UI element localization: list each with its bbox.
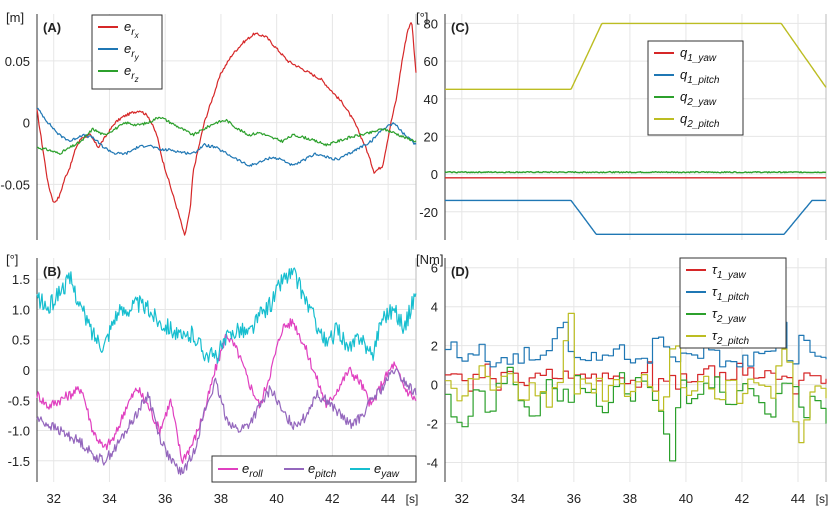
y-tick-label: 0 bbox=[431, 167, 438, 182]
panel-C: 80 60 40 20 0 -20 [°] (C) q1_yaw q1_pitch q2_yaw q2… bbox=[416, 10, 827, 240]
x-tick-label: 40 bbox=[269, 491, 283, 506]
legend-label-q1_yaw: q1_yaw bbox=[680, 45, 717, 64]
legend-label-e_pitch: epitch bbox=[308, 461, 337, 480]
unit-label: [m] bbox=[6, 10, 24, 25]
x-tick-label: 32 bbox=[46, 491, 60, 506]
x-unit-label: [s] bbox=[406, 492, 419, 506]
y-tick-label: 0 bbox=[23, 363, 30, 378]
legend-label-q2_pitch: q2_pitch bbox=[680, 111, 720, 130]
x-tick-label: 42 bbox=[325, 491, 339, 506]
series-line-q1_pitch bbox=[445, 199, 826, 235]
legend-label-e_rz: erz bbox=[124, 63, 139, 84]
x-unit-label: [s] bbox=[816, 492, 829, 506]
legend-label-e_roll: eroll bbox=[242, 461, 263, 480]
series-line-q2_pitch bbox=[445, 22, 827, 90]
x-tick-label: 34 bbox=[102, 491, 116, 506]
legend-label-e_rx: erx bbox=[124, 19, 140, 40]
x-tick-label: 34 bbox=[511, 491, 525, 506]
legend-D: τ1_yaw τ1_pitch τ2_yaw τ2_pitch bbox=[679, 257, 787, 349]
series-line-e_ry bbox=[36, 107, 417, 167]
y-tick-label: 0.5 bbox=[12, 333, 30, 348]
series-line-tau1_pitch bbox=[445, 292, 827, 368]
series-line-e_rx bbox=[36, 22, 417, 236]
legend-label-tau1_pitch: τ1_pitch bbox=[712, 284, 750, 303]
y-tick-label: 0.05 bbox=[5, 54, 30, 69]
legend-label-tau1_yaw: τ1_yaw bbox=[712, 262, 747, 281]
legend-box bbox=[679, 257, 787, 349]
legend-label-e_ry: ery bbox=[124, 41, 140, 62]
y-tick-label: 1.0 bbox=[12, 302, 30, 317]
x-tick-label: 44 bbox=[381, 491, 395, 506]
x-tick-label: 44 bbox=[791, 491, 805, 506]
series-line-q2_yaw bbox=[444, 170, 827, 174]
y-tick-label: 40 bbox=[424, 92, 438, 107]
x-tick-label: 42 bbox=[735, 491, 749, 506]
y-tick-label: 0 bbox=[431, 378, 438, 393]
y-tick-label: 6 bbox=[431, 261, 438, 276]
legend-box bbox=[211, 455, 417, 483]
x-tick-label: 36 bbox=[567, 491, 581, 506]
y-tick-label: -4 bbox=[426, 456, 438, 471]
x-tick-label: 36 bbox=[158, 491, 172, 506]
y-tick-label: -20 bbox=[419, 205, 438, 220]
panel-label: (C) bbox=[451, 20, 469, 35]
panel-B: 1.5 1.0 0.5 0 -0.5 -1.0 -1.5 32 34 36 38 40 42 44 [s] [… bbox=[6, 252, 418, 506]
series-line-e_pitch bbox=[36, 368, 417, 476]
grid-C bbox=[445, 14, 826, 240]
series-line-e_rz bbox=[36, 116, 417, 155]
x-tick-label: 38 bbox=[214, 491, 228, 506]
unit-label: [Nm] bbox=[416, 252, 443, 267]
legend-label-e_yaw: eyaw bbox=[374, 461, 400, 480]
unit-label: [°] bbox=[416, 10, 428, 25]
legend-label-q2_yaw: q2_yaw bbox=[680, 89, 717, 108]
unit-label: [°] bbox=[6, 252, 18, 267]
y-tick-label: -1.5 bbox=[8, 454, 30, 469]
legend-label-q1_pitch: q1_pitch bbox=[680, 67, 720, 86]
panel-label: (A) bbox=[43, 20, 61, 35]
x-tick-label: 38 bbox=[623, 491, 637, 506]
y-tick-label: 0 bbox=[23, 116, 30, 131]
y-tick-label: -0.5 bbox=[8, 393, 30, 408]
y-tick-label: 1.5 bbox=[12, 272, 30, 287]
series-line-tau2_yaw bbox=[445, 366, 827, 462]
y-tick-label: -1.0 bbox=[8, 424, 30, 439]
y-tick-label: 20 bbox=[424, 129, 438, 144]
panel-label: (D) bbox=[451, 264, 469, 279]
y-tick-label: 80 bbox=[424, 16, 438, 31]
legend-B: eroll epitch eyaw bbox=[211, 455, 417, 483]
y-tick-label: -2 bbox=[426, 417, 438, 432]
x-tick-label: 32 bbox=[455, 491, 469, 506]
y-tick-label: 2 bbox=[431, 339, 438, 354]
panel-label: (B) bbox=[43, 264, 61, 279]
x-tick-label: 40 bbox=[679, 491, 693, 506]
legend-C: q1_yaw q1_pitch q2_yaw q2_pitch bbox=[647, 40, 744, 136]
y-tick-label: 60 bbox=[424, 54, 438, 69]
legend-label-tau2_yaw: τ2_yaw bbox=[712, 306, 747, 325]
series-line-e_yaw bbox=[36, 267, 417, 364]
series-line-tau2_pitch bbox=[445, 312, 827, 444]
y-tick-label: -0.05 bbox=[0, 177, 30, 192]
y-tick-label: 4 bbox=[431, 300, 438, 315]
legend-box bbox=[91, 14, 163, 90]
legend-label-tau2_pitch: τ2_pitch bbox=[712, 328, 750, 347]
grid-B bbox=[37, 258, 416, 482]
